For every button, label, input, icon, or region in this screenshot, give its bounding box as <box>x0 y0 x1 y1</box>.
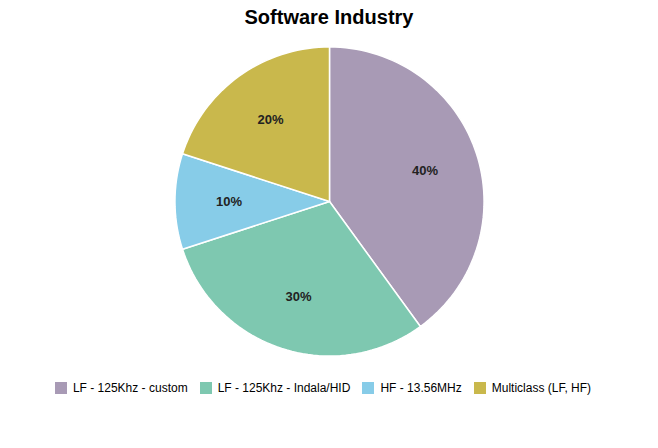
html-text:Multiclass (LF, HF): Multiclass (LF, HF) <box>491 380 592 395</box>
html-text:Software Industry: Software Industry <box>244 6 414 28</box>
svg-text:30%: 30% <box>285 289 311 304</box>
html-text:HF - 13.56MHz: HF - 13.56MHz <box>380 380 462 395</box>
svg-text:40%: 40% <box>412 163 438 178</box>
svg-text:20%: 20% <box>257 112 283 127</box>
svg-text:10%: 10% <box>216 194 242 209</box>
html-text:LF - 125Khz - custom: LF - 125Khz - custom <box>72 380 188 395</box>
html-text:LF - 125Khz - Indala/HID: LF - 125Khz - Indala/HID <box>217 380 351 395</box>
